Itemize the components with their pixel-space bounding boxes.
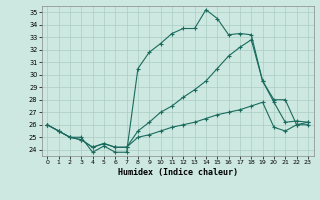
X-axis label: Humidex (Indice chaleur): Humidex (Indice chaleur) xyxy=(118,168,237,177)
